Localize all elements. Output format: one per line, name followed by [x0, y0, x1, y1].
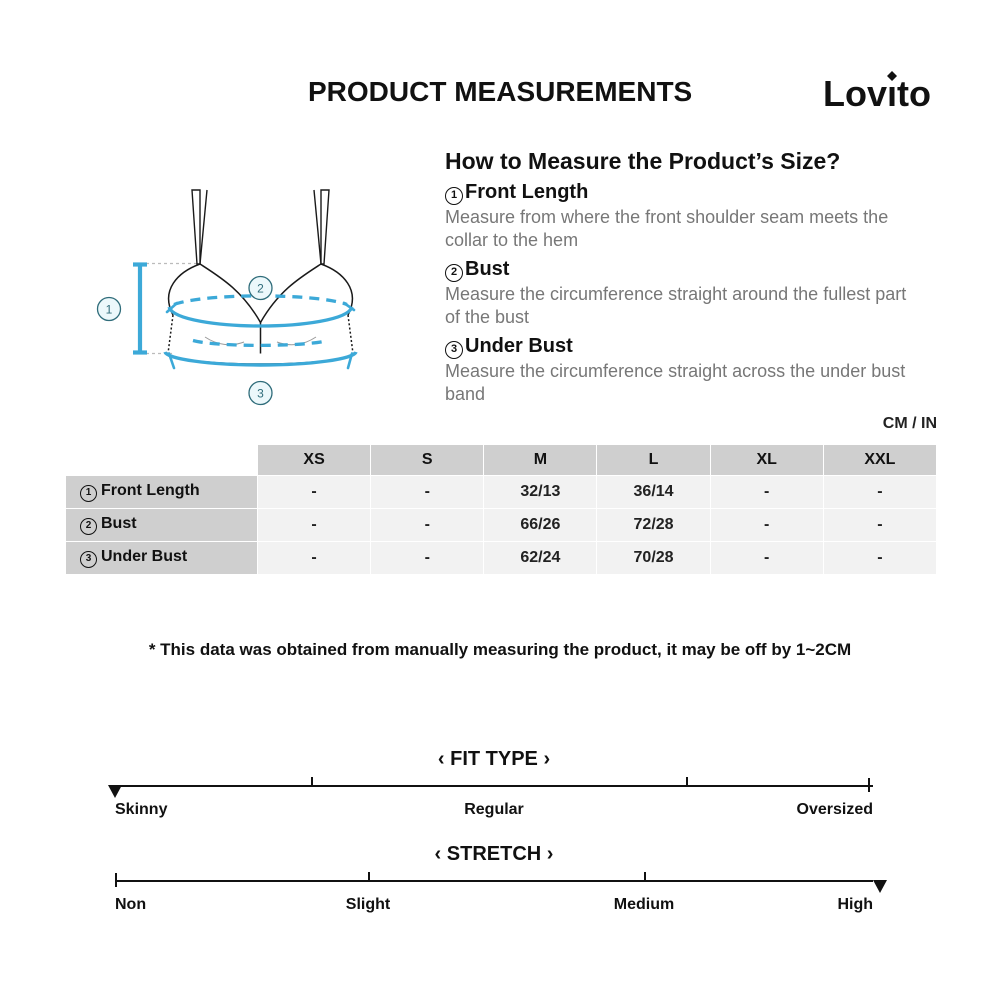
svg-text:1: 1: [106, 303, 113, 317]
svg-text:2: 2: [257, 282, 264, 296]
svg-text:3: 3: [257, 387, 264, 401]
